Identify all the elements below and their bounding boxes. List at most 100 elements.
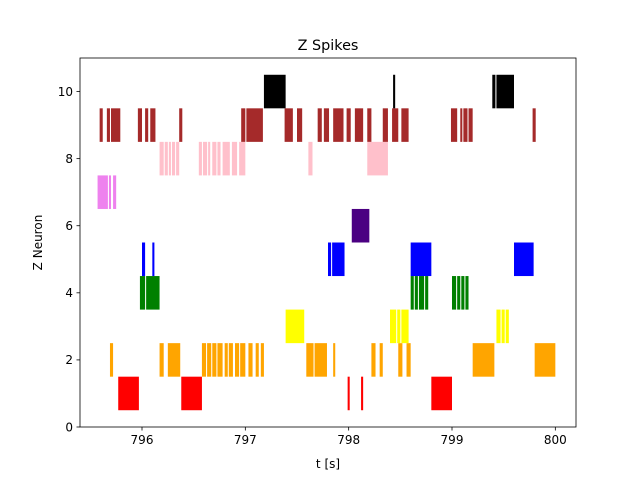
neuron-row-10 — [263, 74, 514, 109]
spike-bar — [228, 343, 233, 377]
spike-bar — [217, 343, 223, 377]
spike-bar — [248, 343, 253, 377]
spike-bar — [425, 276, 429, 310]
spike-bar — [333, 343, 336, 377]
spike-bar — [398, 343, 403, 377]
spike-bar — [109, 343, 114, 377]
spike-bar — [401, 108, 409, 142]
spike-bar — [382, 108, 388, 142]
axes-frame — [79, 57, 577, 428]
spike-bar — [392, 108, 399, 142]
spike-bar — [297, 108, 303, 142]
spike-bar — [198, 141, 202, 176]
spike-bar — [231, 141, 238, 176]
spike-bar — [263, 74, 286, 109]
spike-bar — [397, 309, 401, 344]
spike-bar — [371, 343, 376, 377]
spike-bar — [401, 309, 409, 344]
spike-bar — [410, 242, 432, 277]
spike-bar — [222, 141, 230, 176]
spike-bar — [167, 343, 181, 377]
spike-bar — [118, 376, 139, 411]
spike-bar — [146, 276, 160, 310]
spike-bar — [328, 242, 332, 277]
spike-bar — [532, 108, 536, 142]
spike-bar — [406, 343, 411, 377]
spike-bar — [452, 276, 457, 310]
spike-bar — [410, 276, 414, 310]
spike-bar — [284, 108, 293, 142]
neuron-row-1 — [118, 376, 452, 411]
spike-bar — [142, 242, 146, 277]
spike-bar — [207, 343, 212, 377]
spike-bar — [212, 141, 217, 176]
spike-bar — [465, 276, 469, 310]
spike-bar — [208, 141, 211, 176]
spike-bar — [235, 343, 240, 377]
spike-bar — [393, 74, 396, 109]
spike-bar — [501, 309, 505, 344]
x-axis-label: t [s] — [316, 457, 340, 471]
spike-bar — [472, 343, 495, 377]
spike-bar — [505, 309, 509, 344]
neuron-row-7 — [97, 175, 117, 209]
y-tick-label: 6 — [65, 219, 73, 233]
y-tick-label: 2 — [65, 353, 73, 367]
spike-bar — [285, 309, 305, 344]
spike-bar — [414, 276, 418, 310]
spike-bar — [212, 343, 217, 377]
chart-title: Z Spikes — [298, 38, 359, 54]
neuron-row-3 — [285, 309, 509, 344]
spike-bar — [346, 108, 351, 142]
spike-bar — [111, 108, 121, 142]
spike-bar — [351, 208, 370, 243]
spike-bar — [534, 343, 556, 377]
spike-bar — [159, 141, 164, 176]
spike-bar — [152, 242, 155, 277]
spike-bar — [113, 175, 117, 209]
spike-bar — [224, 343, 228, 377]
spike-bar — [97, 175, 108, 209]
spike-bar — [139, 276, 146, 310]
spike-bar — [168, 141, 171, 176]
spike-bar — [314, 343, 327, 377]
plot-area: 796 797 798 799 800 0 2 4 6 8 10 — [58, 57, 577, 447]
spike-bar — [246, 108, 263, 142]
spike-bar — [108, 175, 111, 209]
spike-bar — [379, 343, 383, 377]
spike-bar — [460, 108, 463, 142]
spike-bar — [463, 108, 468, 142]
spike-bar — [367, 141, 388, 176]
spike-bar — [99, 108, 103, 142]
spike-bars — [97, 74, 556, 411]
spike-bar — [260, 343, 264, 377]
spike-bar — [367, 108, 372, 142]
spike-bar — [361, 376, 364, 411]
spike-bar — [418, 276, 425, 310]
neuron-row-2 — [109, 343, 556, 377]
spike-bar — [150, 108, 156, 142]
spike-bar — [181, 376, 202, 411]
spike-bar — [308, 141, 313, 176]
x-tick-label: 798 — [337, 433, 360, 447]
y-tick-label: 4 — [65, 286, 73, 300]
spike-bar — [492, 74, 496, 109]
spike-bar — [317, 108, 322, 142]
neuron-row-8 — [159, 141, 388, 176]
spike-bar — [390, 309, 397, 344]
spike-bar — [496, 74, 514, 109]
spike-bar — [255, 343, 259, 377]
spike-bar — [306, 343, 314, 377]
spike-bar — [354, 108, 364, 142]
spike-bar — [323, 108, 330, 142]
spike-bar — [347, 376, 350, 411]
y-axis-label: Z Neuron — [31, 215, 45, 271]
spike-bar — [332, 242, 345, 277]
x-tick-label: 799 — [441, 433, 464, 447]
spike-bar — [145, 108, 149, 142]
neuron-row-5 — [142, 242, 534, 277]
spike-bar — [461, 276, 465, 310]
x-axis-ticks: 796 797 798 799 800 — [131, 427, 567, 447]
neuron-row-9 — [99, 108, 536, 142]
